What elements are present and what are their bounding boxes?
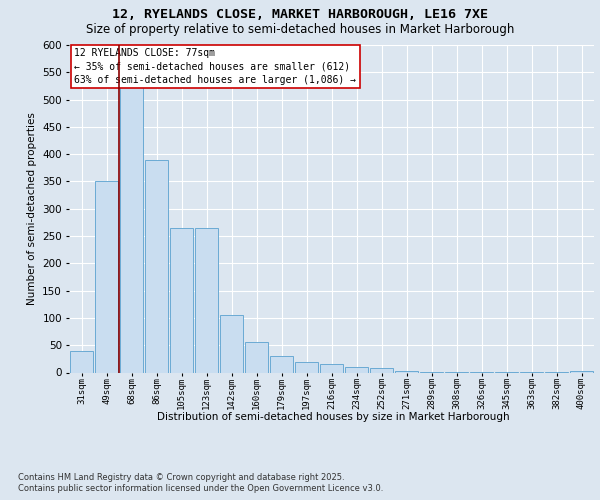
Bar: [570, 371, 593, 372]
Bar: [170, 228, 193, 372]
Bar: [345, 367, 368, 372]
Bar: [320, 364, 343, 372]
Text: 12, RYELANDS CLOSE, MARKET HARBOROUGH, LE16 7XE: 12, RYELANDS CLOSE, MARKET HARBOROUGH, L…: [112, 8, 488, 20]
Bar: [95, 182, 118, 372]
Bar: [195, 228, 218, 372]
Bar: [145, 160, 168, 372]
Bar: [370, 368, 393, 372]
Text: Distribution of semi-detached houses by size in Market Harborough: Distribution of semi-detached houses by …: [157, 412, 509, 422]
Y-axis label: Number of semi-detached properties: Number of semi-detached properties: [27, 112, 37, 305]
Bar: [220, 315, 243, 372]
Text: Contains HM Land Registry data © Crown copyright and database right 2025.
Contai: Contains HM Land Registry data © Crown c…: [18, 472, 383, 494]
Bar: [295, 362, 318, 372]
Bar: [70, 350, 93, 372]
Bar: [395, 371, 418, 372]
Text: Size of property relative to semi-detached houses in Market Harborough: Size of property relative to semi-detach…: [86, 22, 514, 36]
Bar: [120, 72, 143, 372]
Bar: [245, 342, 268, 372]
Text: 12 RYELANDS CLOSE: 77sqm
← 35% of semi-detached houses are smaller (612)
63% of : 12 RYELANDS CLOSE: 77sqm ← 35% of semi-d…: [74, 48, 356, 84]
Bar: [270, 356, 293, 372]
